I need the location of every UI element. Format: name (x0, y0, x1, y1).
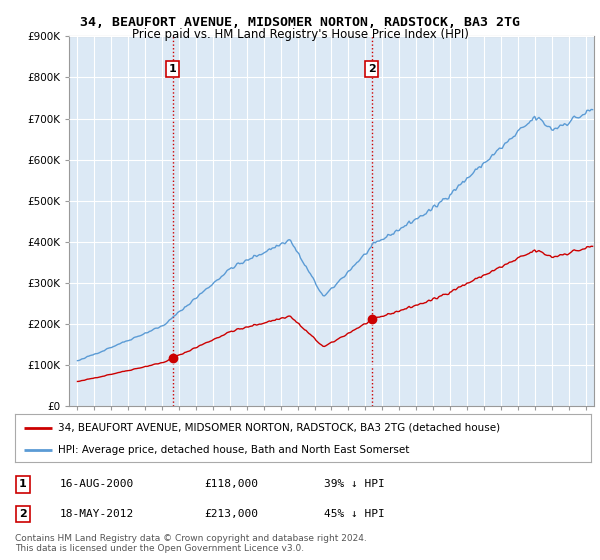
Text: HPI: Average price, detached house, Bath and North East Somerset: HPI: Average price, detached house, Bath… (58, 445, 410, 455)
Text: 1: 1 (169, 64, 176, 74)
Text: £118,000: £118,000 (204, 479, 258, 489)
Text: 1: 1 (19, 479, 26, 489)
Text: 16-AUG-2000: 16-AUG-2000 (60, 479, 134, 489)
Text: 2: 2 (368, 64, 376, 74)
Text: 39% ↓ HPI: 39% ↓ HPI (324, 479, 385, 489)
Text: 45% ↓ HPI: 45% ↓ HPI (324, 509, 385, 519)
Text: 2: 2 (19, 509, 26, 519)
Text: 18-MAY-2012: 18-MAY-2012 (60, 509, 134, 519)
Text: Contains HM Land Registry data © Crown copyright and database right 2024.
This d: Contains HM Land Registry data © Crown c… (15, 534, 367, 553)
Text: Price paid vs. HM Land Registry's House Price Index (HPI): Price paid vs. HM Land Registry's House … (131, 28, 469, 41)
Text: 34, BEAUFORT AVENUE, MIDSOMER NORTON, RADSTOCK, BA3 2TG (detached house): 34, BEAUFORT AVENUE, MIDSOMER NORTON, RA… (58, 423, 500, 433)
Text: £213,000: £213,000 (204, 509, 258, 519)
Text: 34, BEAUFORT AVENUE, MIDSOMER NORTON, RADSTOCK, BA3 2TG: 34, BEAUFORT AVENUE, MIDSOMER NORTON, RA… (80, 16, 520, 29)
